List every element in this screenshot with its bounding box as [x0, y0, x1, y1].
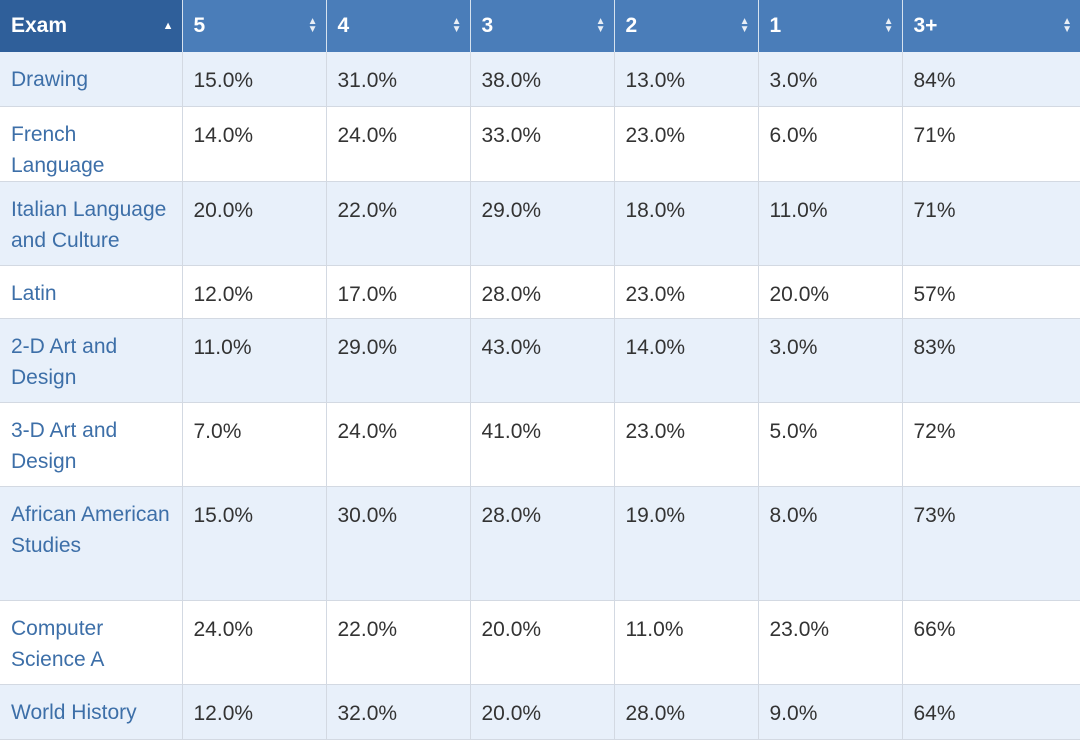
table-cell: 28.0% — [614, 684, 759, 740]
table-cell: 20.0% — [470, 684, 615, 740]
table-cell: 29.0% — [470, 181, 615, 266]
table-cell: 3.0% — [758, 318, 903, 403]
column-header-score-5[interactable]: 5 ▲ ▼ — [182, 0, 327, 52]
exam-link[interactable]: 3-D Art and Design — [0, 402, 183, 487]
sort-icon: ▲ ▼ — [595, 16, 606, 35]
column-header-label: 2 — [625, 14, 638, 37]
table-row: Computer Science A 24.0% 22.0% 20.0% 11.… — [0, 600, 1080, 685]
exam-link[interactable]: 2-D Art and Design — [0, 318, 183, 403]
table-cell: 73% — [902, 486, 1080, 601]
table-row: 2-D Art and Design 11.0% 29.0% 43.0% 14.… — [0, 318, 1080, 403]
table-cell: 23.0% — [614, 402, 759, 487]
table-cell: 28.0% — [470, 486, 615, 601]
exam-link[interactable]: French Language — [0, 106, 183, 182]
table-cell: 7.0% — [182, 402, 327, 487]
exam-link[interactable]: World History — [0, 684, 183, 740]
exam-link[interactable]: Computer Science A — [0, 600, 183, 685]
table-cell: 5.0% — [758, 402, 903, 487]
sort-icon: ▲ ▼ — [1062, 16, 1072, 35]
table-cell: 29.0% — [326, 318, 471, 403]
table-cell: 20.0% — [470, 600, 615, 685]
table-cell: 57% — [902, 265, 1080, 319]
table-cell: 28.0% — [470, 265, 615, 319]
table-cell: 33.0% — [470, 106, 615, 182]
table-cell: 71% — [902, 181, 1080, 266]
table-cell: 23.0% — [758, 600, 903, 685]
table-cell: 72% — [902, 402, 1080, 487]
column-header-score-3[interactable]: 3 ▲ ▼ — [470, 0, 615, 52]
table-cell: 41.0% — [470, 402, 615, 487]
table-cell: 12.0% — [182, 265, 327, 319]
table-cell: 38.0% — [470, 52, 615, 107]
table-cell: 14.0% — [182, 106, 327, 182]
table-cell: 18.0% — [614, 181, 759, 266]
table-cell: 64% — [902, 684, 1080, 740]
table-cell: 83% — [902, 318, 1080, 403]
table-row: 3-D Art and Design 7.0% 24.0% 41.0% 23.0… — [0, 402, 1080, 487]
table-cell: 6.0% — [758, 106, 903, 182]
header-row: Exam ▲ 5 ▲ ▼ 4 ▲ ▼ 3 ▲ ▼ 2 ▲ ▼ 1 ▲ ▼ — [0, 0, 1080, 52]
table-cell: 66% — [902, 600, 1080, 685]
table-cell: 24.0% — [182, 600, 327, 685]
table-cell: 30.0% — [326, 486, 471, 601]
table-cell: 11.0% — [182, 318, 327, 403]
exam-link[interactable]: Latin — [0, 265, 183, 319]
sort-icon: ▲ ▼ — [307, 16, 318, 35]
table-cell: 84% — [902, 52, 1080, 107]
table-row: Italian Language and Culture 20.0% 22.0%… — [0, 181, 1080, 266]
column-header-score-2[interactable]: 2 ▲ ▼ — [614, 0, 759, 52]
table-cell: 32.0% — [326, 684, 471, 740]
table-cell: 20.0% — [758, 265, 903, 319]
table-cell: 22.0% — [326, 181, 471, 266]
table-row: Drawing 15.0% 31.0% 38.0% 13.0% 3.0% 84% — [0, 52, 1080, 107]
column-header-label: 3+ — [913, 14, 938, 37]
column-header-exam[interactable]: Exam ▲ — [0, 0, 183, 52]
table-cell: 3.0% — [758, 52, 903, 107]
exam-link[interactable]: Italian Language and Culture — [0, 181, 183, 266]
column-header-label: Exam — [11, 14, 68, 37]
table-cell: 9.0% — [758, 684, 903, 740]
exam-link[interactable]: African American Studies — [0, 486, 183, 601]
column-header-score-4[interactable]: 4 ▲ ▼ — [326, 0, 471, 52]
table-row: Latin 12.0% 17.0% 28.0% 23.0% 20.0% 57% — [0, 265, 1080, 319]
table-cell: 19.0% — [614, 486, 759, 601]
table-cell: 14.0% — [614, 318, 759, 403]
table-cell: 24.0% — [326, 402, 471, 487]
column-header-label: 5 — [193, 14, 206, 37]
table-cell: 17.0% — [326, 265, 471, 319]
column-header-score-3-plus[interactable]: 3+ ▲ ▼ — [902, 0, 1080, 52]
table-cell: 11.0% — [758, 181, 903, 266]
table-cell: 22.0% — [326, 600, 471, 685]
sort-icon: ▲ ▼ — [883, 16, 894, 35]
column-header-label: 4 — [337, 14, 350, 37]
sort-ascending-icon: ▲ — [162, 20, 174, 32]
table-cell: 71% — [902, 106, 1080, 182]
sort-icon: ▲ ▼ — [451, 16, 462, 35]
table-row: World History 12.0% 32.0% 20.0% 28.0% 9.… — [0, 684, 1080, 740]
table-cell: 20.0% — [182, 181, 327, 266]
table-row: African American Studies 15.0% 30.0% 28.… — [0, 486, 1080, 601]
table-cell: 31.0% — [326, 52, 471, 107]
table-cell: 24.0% — [326, 106, 471, 182]
exam-link[interactable]: Drawing — [0, 52, 183, 107]
table-cell: 8.0% — [758, 486, 903, 601]
column-header-label: 3 — [481, 14, 494, 37]
table-cell: 12.0% — [182, 684, 327, 740]
table-cell: 13.0% — [614, 52, 759, 107]
table-cell: 23.0% — [614, 106, 759, 182]
table-cell: 15.0% — [182, 52, 327, 107]
column-header-score-1[interactable]: 1 ▲ ▼ — [758, 0, 903, 52]
column-header-label: 1 — [769, 14, 782, 37]
table-row: French Language 14.0% 24.0% 33.0% 23.0% … — [0, 106, 1080, 182]
table-cell: 11.0% — [614, 600, 759, 685]
table-cell: 23.0% — [614, 265, 759, 319]
table-cell: 15.0% — [182, 486, 327, 601]
table-cell: 43.0% — [470, 318, 615, 403]
sort-icon: ▲ ▼ — [739, 16, 750, 35]
